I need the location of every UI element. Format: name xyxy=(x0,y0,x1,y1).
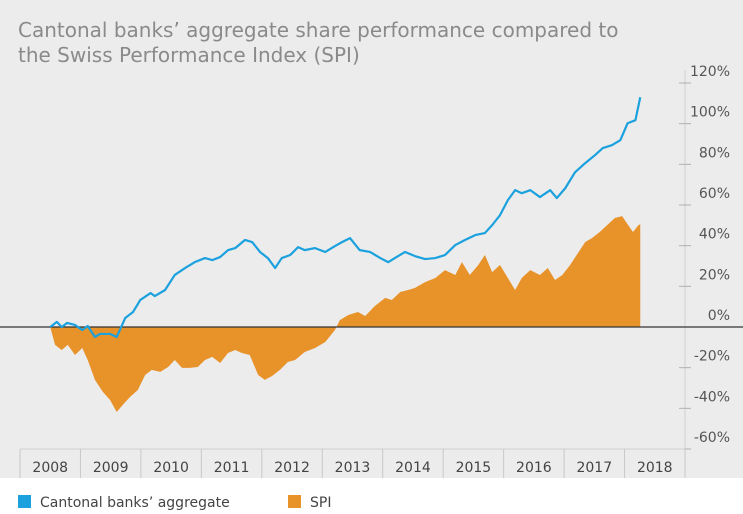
x-tick-label: 2016 xyxy=(516,460,552,476)
x-tick-label: 2008 xyxy=(32,460,68,476)
x-tick-label: 2014 xyxy=(395,460,431,476)
y-tick-label: 20% xyxy=(699,267,730,283)
x-tick-label: 2018 xyxy=(637,460,673,476)
y-tick-label: 80% xyxy=(699,145,730,161)
y-tick-label: 40% xyxy=(699,227,730,243)
x-tick-label: 2009 xyxy=(93,460,129,476)
y-tick-label: -60% xyxy=(694,430,730,446)
y-tick-label: -40% xyxy=(694,389,730,405)
x-tick-label: 2013 xyxy=(335,460,371,476)
chart-title: Cantonal banks’ aggregate share performa… xyxy=(18,18,619,67)
y-tick-label: 100% xyxy=(690,105,730,121)
area xyxy=(50,216,641,412)
x-tick-label: 2011 xyxy=(214,460,250,476)
legend-label: SPI xyxy=(310,495,331,511)
line xyxy=(49,97,642,339)
y-tick-label: -20% xyxy=(694,349,730,365)
legend-swatch xyxy=(288,495,301,508)
y-tick-label: 120% xyxy=(690,64,730,80)
x-tick-label: 2012 xyxy=(274,460,310,476)
x-tick-label: 2015 xyxy=(456,460,492,476)
x-tick-label: 2010 xyxy=(153,460,189,476)
legend-label: Cantonal banks’ aggregate xyxy=(40,495,230,511)
y-tick-label: 0% xyxy=(708,308,730,324)
legend-swatch xyxy=(18,495,31,508)
y-tick-label: 60% xyxy=(699,186,730,202)
x-tick-label: 2017 xyxy=(576,460,612,476)
